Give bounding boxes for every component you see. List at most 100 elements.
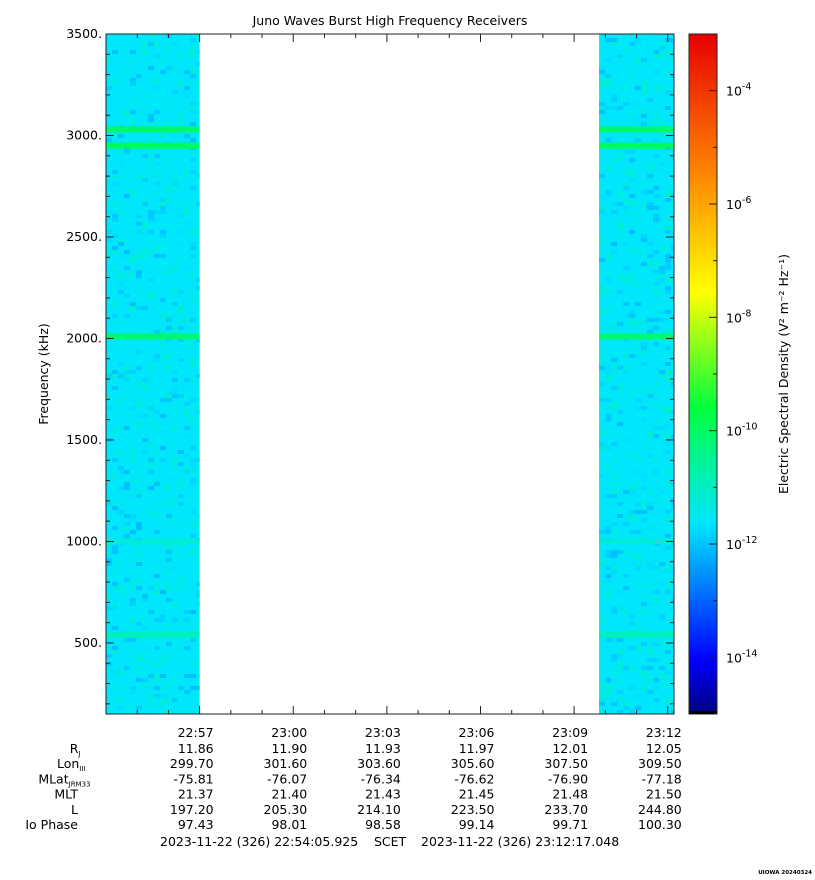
noise-cell	[190, 402, 196, 406]
noise-cell	[653, 690, 660, 694]
noise-cell	[671, 314, 674, 318]
ephemeris-value: 21.37	[178, 787, 214, 802]
noise-cell	[623, 210, 630, 214]
noise-cell	[154, 426, 160, 430]
noise-cell	[611, 658, 618, 662]
noise-cell	[635, 458, 642, 462]
noise-cell	[659, 694, 666, 698]
noise-cell	[605, 462, 612, 466]
noise-cell	[118, 42, 124, 46]
noise-cell	[605, 370, 612, 374]
noise-cell	[635, 326, 642, 330]
noise-cell	[106, 506, 112, 510]
noise-cell	[184, 710, 190, 714]
noise-cell	[112, 202, 118, 206]
noise-cell	[154, 358, 160, 362]
noise-cell	[148, 122, 154, 126]
noise-cell	[611, 94, 618, 98]
noise-cell	[665, 266, 672, 270]
noise-cell	[671, 490, 674, 494]
noise-cell	[635, 582, 642, 586]
noise-cell	[118, 586, 124, 590]
noise-cell	[184, 614, 190, 618]
noise-cell	[623, 102, 630, 106]
noise-cell	[124, 394, 130, 398]
noise-cell	[148, 502, 154, 506]
noise-cell	[172, 466, 178, 470]
ephemeris-value: 98.01	[271, 817, 307, 832]
noise-cell	[154, 618, 160, 622]
noise-cell	[124, 474, 130, 478]
noise-cell	[112, 250, 118, 254]
noise-cell	[184, 170, 190, 174]
noise-cell	[160, 202, 166, 206]
noise-cell	[605, 446, 612, 450]
noise-cell	[659, 626, 666, 630]
noise-cell	[184, 498, 190, 502]
noise-cell	[124, 666, 130, 670]
noise-cell	[172, 330, 178, 334]
noise-cell	[617, 38, 624, 42]
noise-cell	[665, 598, 672, 602]
noise-cell	[635, 406, 642, 410]
noise-cell	[130, 450, 136, 454]
noise-cell	[653, 590, 660, 594]
noise-cell	[124, 294, 130, 298]
noise-cell	[665, 646, 672, 650]
noise-cell	[130, 370, 136, 374]
noise-cell	[154, 450, 160, 454]
time-start-label: 2023-11-22 (326) 22:54:05.925	[160, 834, 358, 849]
noise-cell	[653, 186, 660, 190]
noise-cell	[659, 430, 666, 434]
noise-cell	[617, 154, 624, 158]
noise-cell	[196, 286, 200, 290]
noise-cell	[671, 678, 674, 682]
noise-cell	[611, 370, 618, 374]
noise-cell	[112, 134, 118, 138]
noise-cell	[623, 370, 630, 374]
noise-cell	[112, 70, 118, 74]
noise-cell	[130, 690, 136, 694]
noise-cell	[190, 346, 196, 350]
noise-cell	[665, 302, 672, 306]
noise-cell	[190, 106, 196, 110]
noise-cell	[605, 450, 612, 454]
noise-cell	[647, 678, 654, 682]
noise-cell	[665, 90, 672, 94]
noise-cell	[142, 86, 148, 90]
noise-cell	[136, 474, 142, 478]
noise-cell	[106, 394, 112, 398]
noise-cell	[671, 366, 674, 370]
noise-cell	[190, 166, 196, 170]
noise-cell	[641, 686, 648, 690]
noise-cell	[184, 202, 190, 206]
noise-cell	[190, 50, 196, 54]
noise-cell	[190, 246, 196, 250]
noise-cell	[659, 490, 666, 494]
noise-cell	[160, 358, 166, 362]
ephemeris-value: 299.70	[170, 756, 214, 771]
noise-cell	[599, 410, 606, 414]
noise-cell	[124, 438, 130, 442]
noise-cell	[599, 290, 606, 294]
noise-cell	[647, 582, 654, 586]
noise-cell	[106, 350, 112, 354]
noise-cell	[112, 78, 118, 82]
noise-cell	[166, 642, 172, 646]
noise-cell	[653, 158, 660, 162]
noise-cell	[154, 210, 160, 214]
noise-cell	[623, 698, 630, 702]
noise-cell	[605, 74, 612, 78]
noise-cell	[605, 466, 612, 470]
noise-cell	[605, 414, 612, 418]
noise-cell	[647, 390, 654, 394]
noise-cell	[617, 490, 624, 494]
noise-cell	[653, 322, 660, 326]
noise-cell	[653, 382, 660, 386]
noise-cell	[665, 218, 672, 222]
noise-cell	[671, 222, 674, 226]
noise-cell	[142, 90, 148, 94]
noise-cell	[605, 162, 612, 166]
noise-cell	[142, 202, 148, 206]
noise-cell	[605, 374, 612, 378]
